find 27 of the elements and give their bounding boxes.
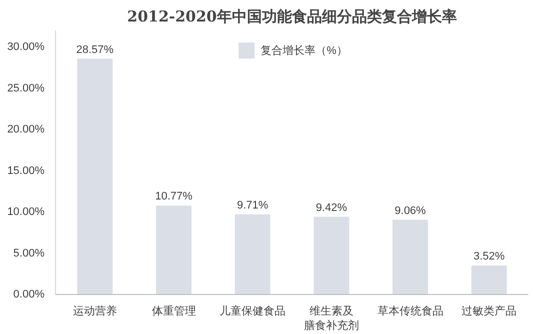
x-tick-label: 过敏类产品 bbox=[462, 304, 517, 318]
y-tick-label: 5.00% bbox=[13, 247, 45, 260]
y-tick-label: 0.00% bbox=[13, 288, 45, 300]
x-tick-label: 体重管理 bbox=[152, 304, 196, 318]
bar bbox=[77, 58, 113, 294]
y-tick-label: 20.00% bbox=[7, 124, 45, 136]
text: 9.42% bbox=[316, 202, 348, 214]
bar bbox=[471, 265, 507, 294]
y-tick-label: 30.00% bbox=[7, 41, 45, 53]
bar bbox=[392, 220, 428, 294]
text: 3.52% bbox=[473, 250, 505, 262]
y-tick-label: 25.00% bbox=[7, 82, 45, 94]
y-tick-label: 10.00% bbox=[7, 206, 45, 218]
chart-title: 2012-2020年中国功能食品细分品类复合增长率 bbox=[127, 8, 457, 26]
bar bbox=[234, 214, 270, 294]
x-tick-label: 儿童保健食品 bbox=[220, 304, 286, 318]
x-tick-label: 维生素及膳食补充剂 bbox=[304, 304, 359, 332]
text: 28.57% bbox=[76, 44, 114, 56]
text: 9.71% bbox=[236, 199, 268, 212]
text: 10.77% bbox=[155, 190, 192, 203]
text: 9.06% bbox=[394, 204, 426, 217]
bar bbox=[156, 206, 192, 294]
x-tick-label: 草本传统食品 bbox=[377, 304, 444, 318]
bar bbox=[314, 216, 350, 294]
y-tick-label: 15.00% bbox=[7, 164, 45, 177]
legend-label: 复合增长率（%） bbox=[260, 44, 348, 58]
x-tick-label: 运动营养 bbox=[72, 304, 117, 318]
